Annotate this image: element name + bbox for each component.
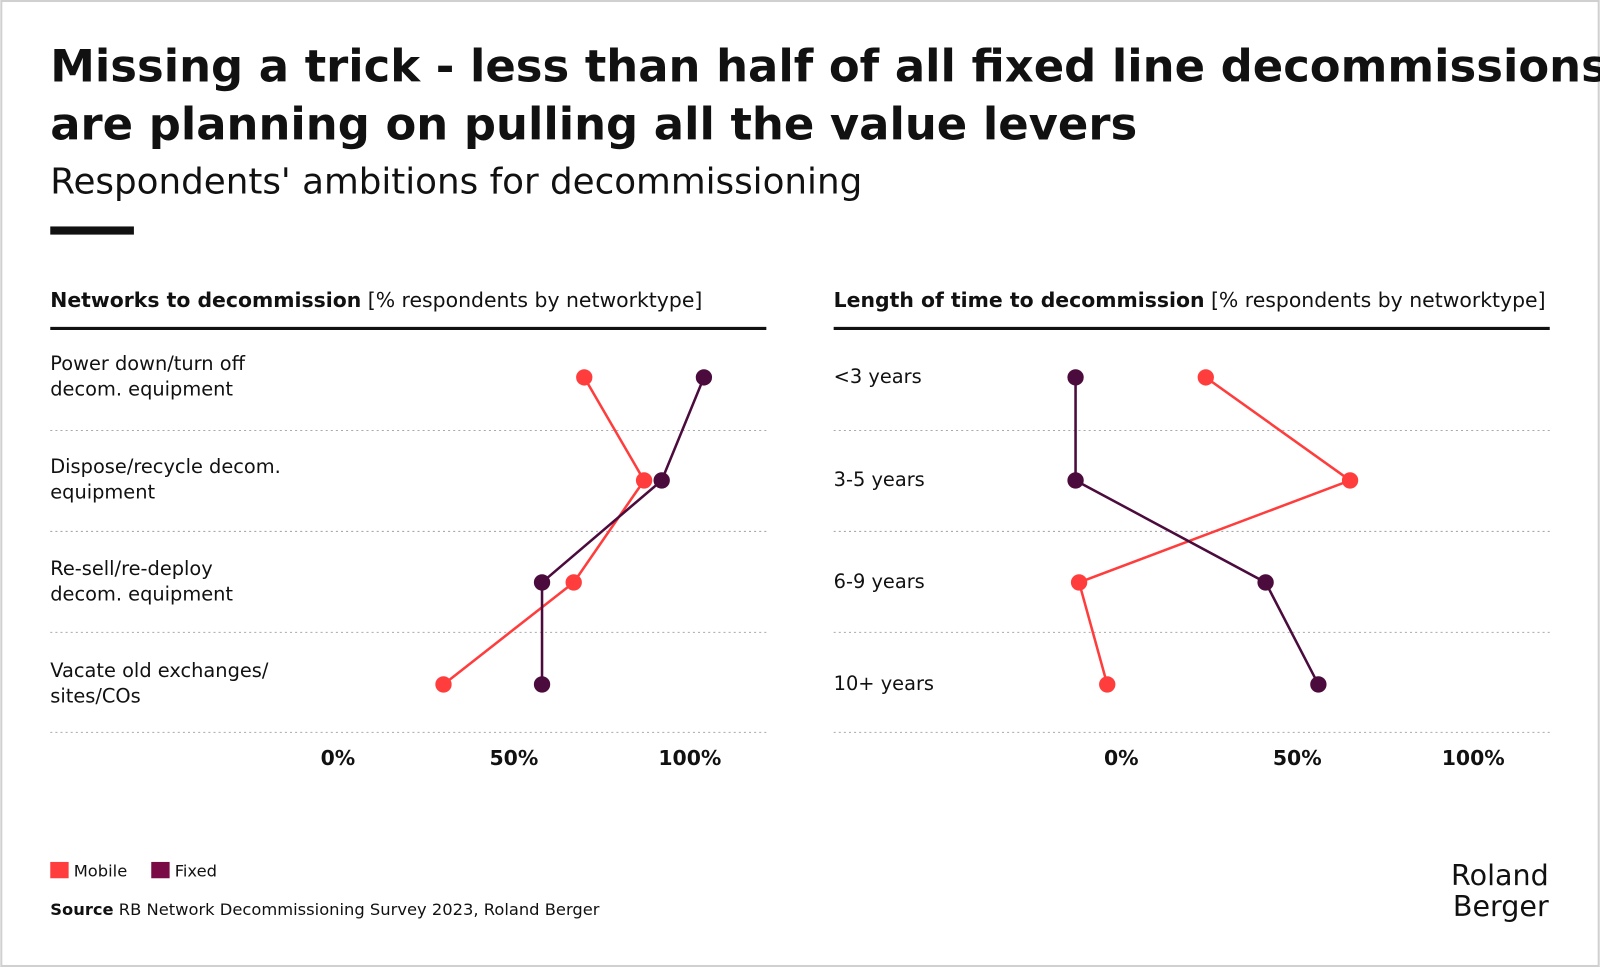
title-line: are planning on pulling all the value le… (50, 98, 1137, 151)
panel-heading-unit: [% respondents by networktype] (368, 288, 703, 312)
row-label: <3 years (834, 365, 922, 388)
series-line (1074, 377, 1320, 686)
accent-bar (50, 226, 134, 235)
row-label: 3-5 years (834, 468, 925, 491)
row-label: decom. equipment (50, 583, 233, 606)
dot (1197, 369, 1214, 386)
row-label: Vacate old exchanges/ (50, 659, 269, 682)
row-label: decom. equipment (50, 378, 233, 401)
x-tick-label: 50% (1273, 746, 1322, 770)
row-label: Dispose/recycle decom. (50, 455, 281, 478)
panel-heading: Networks to decommission [% respondents … (50, 288, 702, 312)
row-label: Power down/turn off (50, 352, 245, 375)
dot (1099, 676, 1116, 693)
row-label: 10+ years (834, 672, 934, 695)
legend-label: Fixed (175, 862, 217, 881)
dot (1067, 472, 1084, 489)
legend-swatch (151, 861, 170, 879)
panel-heading-bold: Length of time to decommission (834, 288, 1205, 312)
dot (533, 676, 551, 693)
source: Source RB Network Decommissioning Survey… (50, 899, 600, 918)
dot (565, 574, 582, 591)
x-tick-label: 0% (321, 746, 356, 770)
dot (1341, 472, 1359, 489)
row-label: 6-9 years (834, 570, 925, 593)
row-label: sites/COs (50, 685, 141, 708)
panel-heading-bold: Networks to decommission (50, 288, 361, 312)
dot (695, 369, 713, 386)
dot (1067, 369, 1084, 386)
legend-swatch (50, 861, 69, 879)
x-tick-label: 50% (489, 746, 538, 770)
dot (576, 369, 593, 386)
logo: Berger (1453, 889, 1549, 923)
dot (435, 676, 452, 693)
row-label: equipment (50, 481, 155, 504)
source-text: RB Network Decommissioning Survey 2023, … (119, 899, 600, 918)
dot (653, 472, 670, 489)
series-line (442, 376, 646, 686)
x-tick-label: 100% (658, 746, 721, 770)
title-line: Missing a trick - less than half of all … (50, 39, 1600, 92)
x-tick-label: 100% (1442, 746, 1505, 770)
x-tick-label: 0% (1104, 746, 1139, 770)
series-line (1077, 376, 1353, 685)
dot (533, 574, 551, 591)
dot (1257, 574, 1274, 591)
subtitle: Respondents' ambitions for decommissioni… (50, 162, 862, 203)
logo: Roland (1451, 858, 1549, 892)
dot (1310, 676, 1327, 693)
row-label: Re-sell/re-deploy (50, 557, 212, 580)
legend-label: Mobile (74, 862, 128, 881)
series-line (540, 376, 706, 685)
dot (635, 472, 653, 489)
dot (1070, 574, 1088, 591)
source-label: Source (50, 899, 113, 918)
panel-heading-unit: [% respondents by networktype] (1211, 288, 1546, 312)
panel-heading: Length of time to decommission [% respon… (834, 288, 1546, 312)
